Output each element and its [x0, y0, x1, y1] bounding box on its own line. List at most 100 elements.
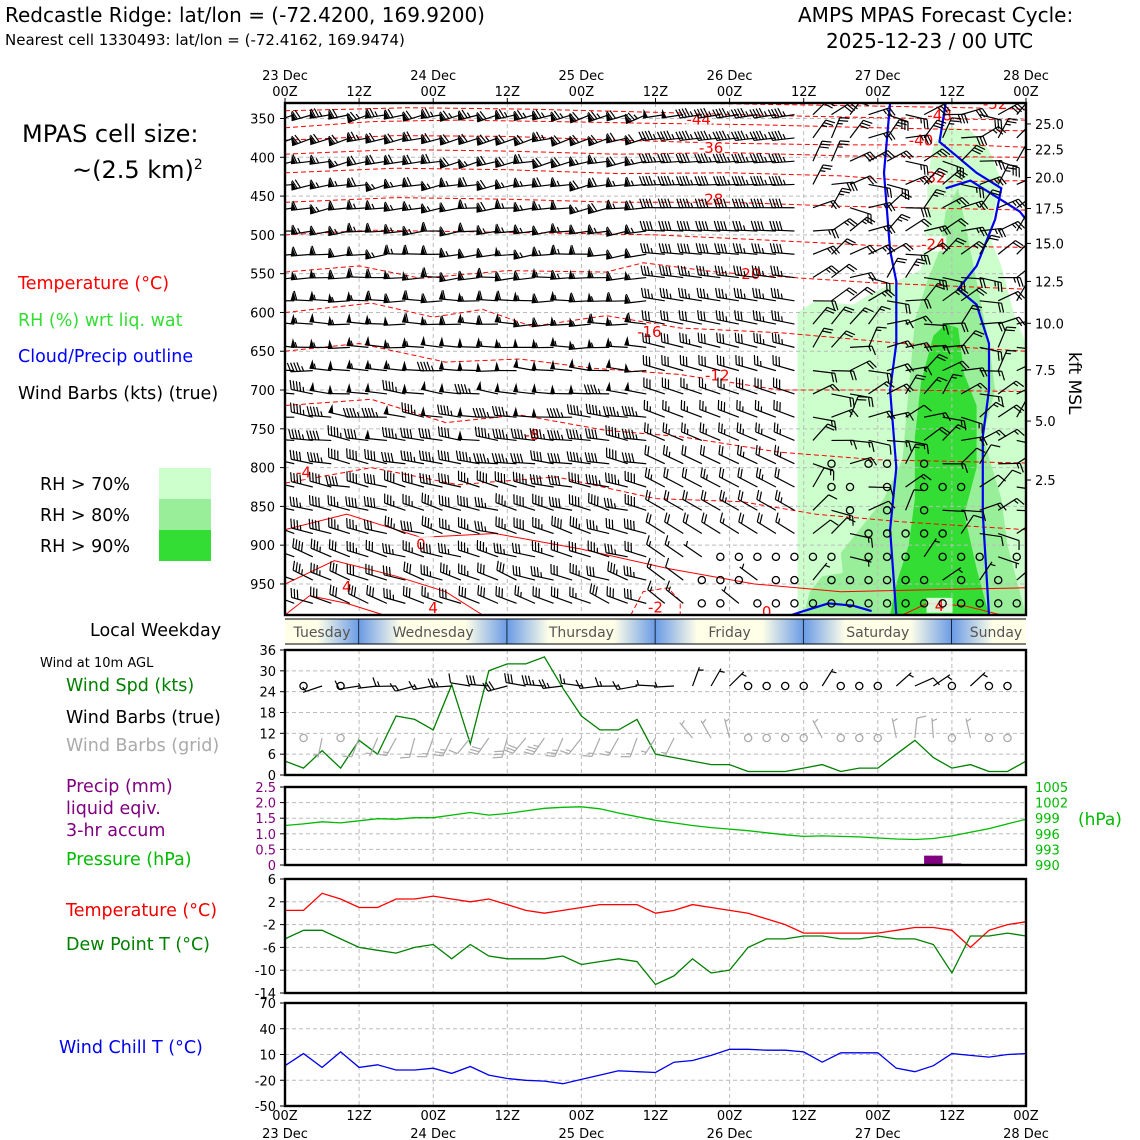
wind-barb-staff: [698, 296, 721, 302]
wind-barb-half: [781, 339, 783, 345]
temperature-contour: [285, 342, 1026, 393]
wind-barb-half: [331, 296, 335, 303]
wind-barb-full: [518, 473, 521, 483]
wind-barb-full: [274, 564, 280, 573]
wind-barb-half: [596, 547, 598, 554]
wind-barb: [960, 447, 986, 465]
wind-barb: [327, 495, 350, 511]
wind-barb: [402, 540, 425, 558]
wind-barb-full: [646, 535, 650, 545]
wind-barb-staff: [513, 526, 536, 535]
wind-barb: [438, 494, 462, 511]
wind-barb-full: [694, 198, 699, 208]
wind-barb-full: [703, 491, 707, 502]
wind-barb: [868, 131, 896, 141]
wind-barb-full: [739, 401, 741, 411]
wind-barb: [659, 287, 684, 302]
wind-barb-full: [661, 220, 666, 231]
wind-barb-full: [665, 401, 667, 411]
wind-barb-full: [721, 468, 725, 479]
wind-barb-staff: [997, 198, 1019, 209]
wind-barb-half: [315, 206, 320, 212]
wind-barb-full: [1012, 469, 1022, 475]
wind-barb-full: [732, 220, 736, 231]
nearest-cell-line: Nearest cell 1330493: lat/lon = (-72.416…: [5, 31, 405, 49]
wind-barb-full: [733, 265, 737, 275]
wind-barb-half: [571, 320, 576, 326]
wind-barb-full: [772, 355, 774, 365]
wind-barb: [348, 584, 369, 604]
wind-barb: [494, 179, 517, 190]
wind-barb-full: [720, 401, 723, 411]
wind-barb-staff: [487, 685, 508, 692]
wind-barb-staff: [812, 306, 828, 325]
wind-barb-half: [1005, 352, 1011, 355]
wind-barb-flag: [346, 383, 352, 393]
wind-barb: [550, 199, 573, 211]
wind-barb-full: [316, 406, 320, 417]
wind-barb-full: [759, 514, 763, 524]
wind-barb-half: [761, 247, 765, 254]
wind-barb-full: [663, 489, 667, 500]
wind-barb-full: [740, 311, 743, 322]
wind-barb-staff: [680, 296, 702, 302]
wind-barb: [439, 290, 462, 302]
bottom-date-label: 23 Dec: [262, 1127, 308, 1140]
wind-barb: [292, 538, 314, 558]
contour-label-bg: [920, 236, 947, 252]
wind-barb-half: [297, 227, 301, 234]
wind-barb-half: [575, 592, 577, 599]
wind-barb-full: [923, 473, 932, 481]
wind-barb: [548, 496, 573, 511]
wind-barb-full: [773, 288, 777, 298]
wind-barb-full: [716, 332, 719, 343]
wind-barb-full: [538, 495, 540, 506]
temperature-contour-label: -2: [648, 598, 663, 616]
calm-wind-marker: [771, 552, 781, 562]
wind-barb: [997, 198, 1026, 209]
wind-barb-half: [723, 383, 725, 389]
wind-barb-flag: [291, 225, 296, 235]
wind-barb-full: [541, 496, 543, 507]
wind-barb-full: [588, 177, 594, 187]
wind-barb-full: [483, 587, 486, 598]
wind-barb-staff: [998, 316, 1020, 325]
wind-barb: [678, 287, 702, 302]
wind-barb-flag: [420, 380, 426, 391]
wind-barb-full: [701, 198, 706, 208]
wind-barb-flag: [328, 248, 334, 258]
wind-barb-full: [350, 155, 357, 165]
wind-barb-full: [665, 423, 668, 434]
wind-barb-full: [772, 243, 777, 253]
wind-barb-staff: [327, 346, 350, 350]
wind-barb-full: [478, 315, 483, 325]
wind-barb: [364, 222, 387, 233]
wind-barb-full: [367, 290, 372, 300]
wind-barb-full: [721, 311, 725, 322]
wind-barb: [302, 685, 323, 693]
wind-barb: [895, 672, 914, 687]
calm-wind-marker: [836, 733, 846, 743]
wind-barb-half: [727, 179, 731, 185]
wind-barb-full: [514, 249, 520, 259]
wind-barb: [604, 543, 628, 558]
wind-barb-full: [361, 407, 366, 418]
wind-barb-full: [831, 300, 836, 311]
wind-barb-full: [277, 565, 283, 574]
wind-barb-half: [782, 179, 786, 185]
wind-barb-staff: [624, 574, 647, 581]
wind-barb-full: [424, 493, 427, 504]
wind-barb-full: [293, 403, 296, 413]
wind-barb-full: [559, 673, 563, 684]
wind-barb: [402, 131, 425, 143]
wind-barb: [700, 718, 712, 739]
calm-wind-marker: [716, 552, 725, 562]
wind-barb-staff: [942, 567, 962, 581]
wind-barb-full: [311, 245, 316, 255]
wind-barb-full: [979, 227, 985, 237]
windchill-panel-tick-label: -50: [255, 1100, 276, 1115]
wind-barb-half: [334, 180, 338, 187]
wind-barb-full: [385, 223, 391, 233]
wind-barb: [721, 586, 740, 604]
wind-barb-staff: [608, 737, 619, 756]
